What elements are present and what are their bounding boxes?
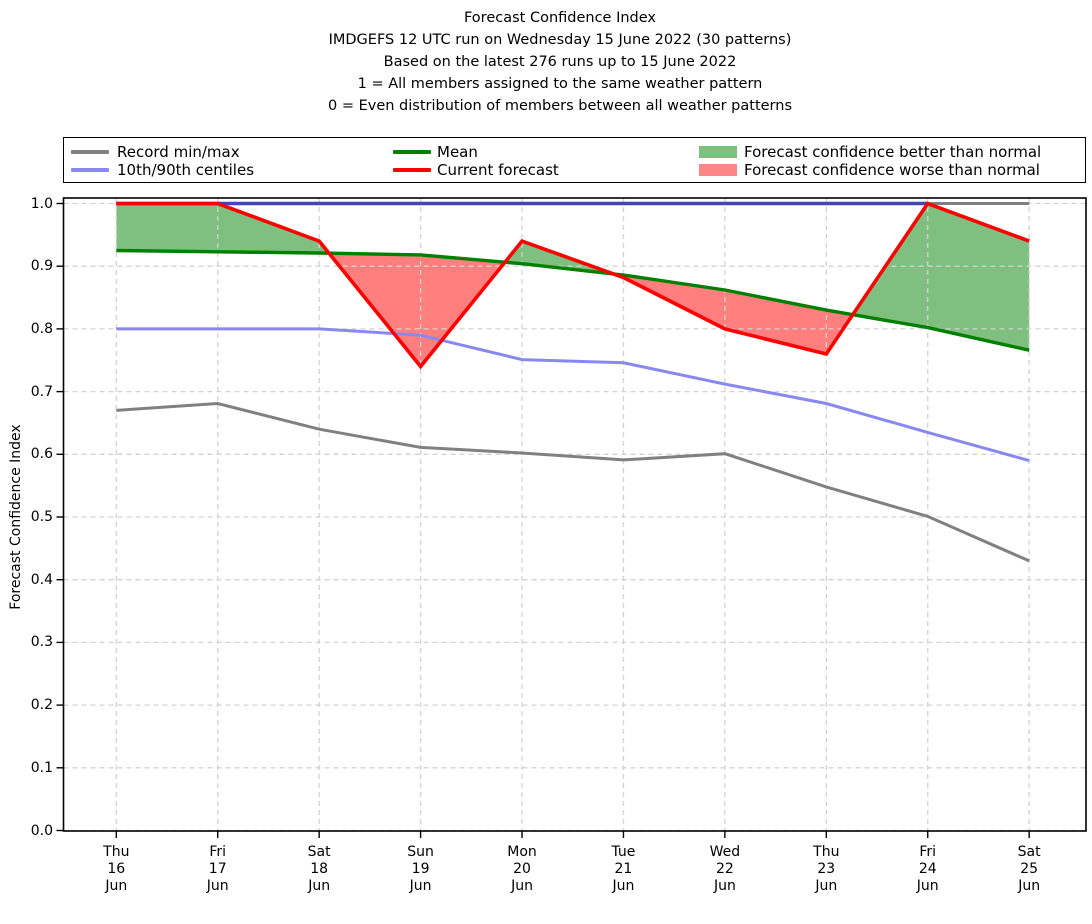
x-tick-label-line: Jun [409,878,432,894]
legend-patch-swatch [699,164,737,176]
series-line-forecast [116,201,1030,370]
x-tick-label: Sat 25 Jun [979,844,1079,895]
x-tick-label-line: Jun [308,878,331,894]
x-tick-label-line: 23 [817,861,836,877]
x-tick-label: Tue 21 Jun [573,844,673,895]
x-tick-label-line: 16 [107,861,126,877]
y-tick-label: 0.6 [30,446,53,463]
x-tick-label: Fri 17 Jun [168,844,268,895]
legend-patch-swatch [699,146,737,158]
legend-label: Forecast confidence worse than normal [744,161,1040,179]
x-tick-label-line: Fri [919,844,937,860]
x-tick-label-line: 22 [715,861,734,877]
x-tick-label-line: Tue [611,844,636,860]
legend-item: Forecast confidence better than normal [64,143,1085,161]
fill-region-worse [328,253,505,367]
axes-spines [62,197,1087,832]
x-tick-label-line: Thu [103,844,130,860]
legend-item: Mean [64,143,1085,161]
chart-subtitle-scale-1: 1 = All members assigned to the same wea… [357,76,763,92]
x-tick-label: Fri 24 Jun [878,844,978,895]
legend-label: 10th/90th centiles [117,161,255,179]
x-tick-label-line: Thu [813,844,840,860]
y-tick-label: 0.2 [30,697,53,714]
series-line-p10 [116,327,1030,463]
x-tick-label-line: 21 [614,861,633,877]
x-tick-label-line: 17 [208,861,227,877]
x-tick-label-line: Fri [209,844,227,860]
chart-subtitle-run: IMDGEFS 12 UTC run on Wednesday 15 June … [328,32,792,48]
legend-item: Record min/max [64,143,1085,161]
x-tick-label-line: 25 [1020,861,1039,877]
x-tick-label: Wed 22 Jun [675,844,775,895]
y-tick-label: 0.1 [30,759,53,776]
fill-region-better [116,203,329,254]
x-tick-label: Sat 18 Jun [269,844,369,895]
legend-label: Forecast confidence better than normal [744,143,1042,161]
x-tick-label-line: 24 [918,861,937,877]
legend-line-swatch [71,168,109,172]
series-line-mean [116,248,1030,352]
fill-region-worse [613,273,853,354]
x-tick-label-line: Mon [507,844,537,860]
legend-item: Current forecast [64,161,1085,179]
y-tick-label: 0.8 [30,320,53,337]
x-tick-label-line: Jun [713,878,736,894]
chart-subtitle-scale-0: 0 = Even distribution of members between… [327,98,793,114]
x-tick-label-line: Sun [407,844,434,860]
x-tick-label-line: 18 [310,861,329,877]
x-tick-label-line: Jun [612,878,635,894]
legend: Record min/max 10th/90th centiles Mean Curr… [63,137,1086,183]
x-tick-label-line: Jun [815,878,838,894]
legend-line-swatch [393,150,431,154]
legend-label: Current forecast [437,161,559,179]
legend-label: Mean [437,143,478,161]
x-tick-label: Mon 20 Jun [472,844,572,895]
x-tick-label-line: Sat [1017,844,1041,860]
x-tick-label-line: Jun [511,878,533,894]
x-tick-label-line: Jun [206,878,229,894]
fill-region-better [852,203,1030,351]
x-tick-label: Sun 19 Jun [371,844,471,895]
y-axis-label: Forecast Confidence Index [8,424,24,610]
x-tick-label: Thu 23 Jun [776,844,876,895]
x-tick-label-line: Wed [709,844,741,860]
chart-title-block: Forecast Confidence Index IMDGEFS 12 UTC… [29,7,1091,117]
y-tick-label: 0.5 [30,509,53,525]
x-tick-label-line: Jun [916,878,939,894]
y-tick-label: 1.0 [30,195,53,212]
x-tick-label-line: Sat [307,844,331,860]
x-tick-label-line: 20 [513,861,531,877]
x-tick-label-line: 19 [411,861,430,877]
y-tick-label: 0.4 [30,571,53,588]
series-line-record_min [116,401,1030,563]
chart-title: Forecast Confidence Index [463,10,657,26]
y-tick-label: 0.7 [30,383,53,400]
y-tick-label: 0.3 [30,634,53,651]
legend-line-swatch [393,168,431,172]
legend-label: Record min/max [117,143,240,161]
y-tick-label: 0.0 [30,822,53,839]
chart-subtitle-basis: Based on the latest 276 runs up to 15 Ju… [383,54,737,70]
x-tick-label-line: Jun [105,878,128,894]
legend-item: Forecast confidence worse than normal [64,161,1085,179]
legend-line-swatch [71,150,109,154]
x-tick-label-line: Jun [1018,878,1041,894]
legend-item: 10th/90th centiles [64,161,1085,179]
y-tick-label: 0.9 [30,258,53,275]
x-tick-label: Thu 16 Jun [66,844,166,895]
